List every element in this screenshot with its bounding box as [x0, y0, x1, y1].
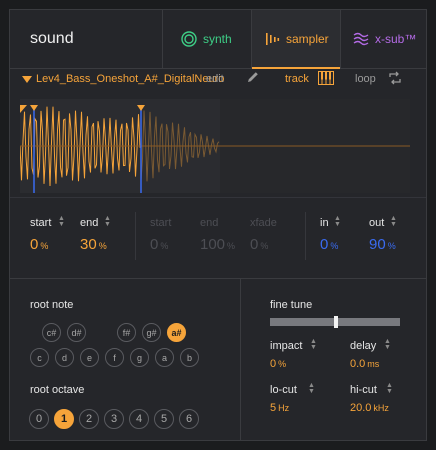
- divider: [305, 212, 306, 260]
- hi-cut-value: 20.0 kHz: [350, 402, 389, 414]
- fade-in-handle[interactable]: [20, 105, 27, 113]
- note-f-button[interactable]: f: [105, 348, 124, 367]
- tab-x-sub[interactable]: x-sub™: [340, 10, 426, 68]
- loop-end-value: 100%: [200, 236, 236, 253]
- end-stepper-icon[interactable]: ▲ ▼: [104, 215, 111, 228]
- lo-cut-stepper-icon[interactable]: ▲ ▼: [308, 382, 315, 395]
- start-marker-handle[interactable]: [30, 105, 38, 111]
- synth-rings-icon: [181, 31, 197, 47]
- waveform-active-path: [20, 106, 141, 187]
- root-note-label: root note: [30, 299, 74, 311]
- start-label: start: [30, 217, 52, 229]
- octave-4-button[interactable]: 4: [129, 409, 149, 429]
- hi-cut-stepper-icon[interactable]: ▲ ▼: [386, 382, 393, 395]
- lo-cut-label: lo-cut: [270, 384, 297, 396]
- octave-0-button[interactable]: 0: [29, 409, 49, 429]
- note-b-button[interactable]: b: [180, 348, 199, 367]
- fine-tune-label: fine tune: [270, 299, 313, 311]
- fade-in-value: 0%: [320, 236, 339, 253]
- note-a-button[interactable]: a: [155, 348, 174, 367]
- impact-label: impact: [270, 340, 303, 352]
- loop-end-label: end: [200, 217, 219, 229]
- edit-button[interactable]: edit: [206, 73, 224, 85]
- tab-synth[interactable]: synth: [162, 10, 251, 68]
- note-f-sharp-button[interactable]: f#: [117, 323, 136, 342]
- start-value: 0%: [30, 236, 49, 253]
- sampler-bars-icon: [266, 33, 280, 45]
- x-sub-waves-icon: [353, 32, 369, 46]
- delay-value: 0.0 ms: [350, 358, 380, 370]
- loop-arrows-icon[interactable]: [388, 71, 402, 85]
- note-d-button[interactable]: d: [55, 348, 74, 367]
- end-value: 30%: [80, 236, 107, 253]
- track-button[interactable]: track: [285, 73, 309, 85]
- header: sound synth sampler x-sub™: [10, 10, 426, 69]
- divider: [10, 278, 426, 279]
- sample-dropdown-icon[interactable]: [22, 76, 32, 83]
- xfade-value: 0%: [250, 236, 269, 253]
- fade-in-stepper-icon[interactable]: ▲ ▼: [334, 215, 341, 228]
- tab-synth-label: synth: [203, 32, 232, 46]
- pencil-icon[interactable]: [246, 70, 260, 84]
- note-g-sharp-button[interactable]: g#: [142, 323, 161, 342]
- xfade-label: xfade: [250, 217, 277, 229]
- root-octave-label: root octave: [30, 384, 85, 396]
- octave-5-button[interactable]: 5: [154, 409, 174, 429]
- note-c-sharp-button[interactable]: c#: [42, 323, 61, 342]
- note-a-sharp-button[interactable]: a#: [167, 323, 186, 342]
- waveform-active-region: [20, 106, 141, 187]
- impact-value: 0%: [270, 358, 287, 370]
- octave-1-button[interactable]: 1: [54, 409, 74, 429]
- divider: [240, 279, 241, 441]
- octave-3-button[interactable]: 3: [104, 409, 124, 429]
- end-marker-handle[interactable]: [137, 105, 145, 111]
- tab-sampler[interactable]: sampler: [251, 10, 340, 69]
- fine-tune-slider-thumb[interactable]: [334, 316, 338, 328]
- note-c-button[interactable]: c: [30, 348, 49, 367]
- waveform-display[interactable]: [20, 99, 410, 193]
- note-g-button[interactable]: g: [130, 348, 149, 367]
- end-label: end: [80, 217, 99, 229]
- piano-keys-icon[interactable]: [318, 71, 334, 85]
- panel-title: sound: [30, 30, 74, 47]
- lo-cut-value: 5 Hz: [270, 402, 290, 414]
- hi-cut-label: hi-cut: [350, 384, 377, 396]
- note-d-sharp-button[interactable]: d#: [67, 323, 86, 342]
- delay-label: delay: [350, 340, 377, 352]
- sample-filename[interactable]: Lev4_Bass_Oneshot_A#_DigitalNeuro: [36, 73, 225, 85]
- divider: [10, 197, 426, 198]
- tab-sampler-label: sampler: [286, 32, 329, 46]
- start-stepper-icon[interactable]: ▲ ▼: [58, 215, 65, 228]
- fade-out-value: 90%: [369, 236, 396, 253]
- octave-6-button[interactable]: 6: [179, 409, 199, 429]
- fade-out-stepper-icon[interactable]: ▲ ▼: [390, 215, 397, 228]
- octave-2-button[interactable]: 2: [79, 409, 99, 429]
- sound-panel: [9, 9, 427, 441]
- loop-start-value: 0%: [150, 236, 169, 253]
- note-e-button[interactable]: e: [80, 348, 99, 367]
- fade-out-label: out: [369, 217, 385, 229]
- divider: [135, 212, 136, 260]
- loop-start-label: start: [150, 217, 172, 229]
- loop-button[interactable]: loop: [355, 73, 376, 85]
- tab-x-sub-label: x-sub™: [375, 32, 417, 46]
- delay-stepper-icon[interactable]: ▲ ▼: [384, 338, 391, 351]
- impact-stepper-icon[interactable]: ▲ ▼: [310, 338, 317, 351]
- fade-in-label: in: [320, 217, 329, 229]
